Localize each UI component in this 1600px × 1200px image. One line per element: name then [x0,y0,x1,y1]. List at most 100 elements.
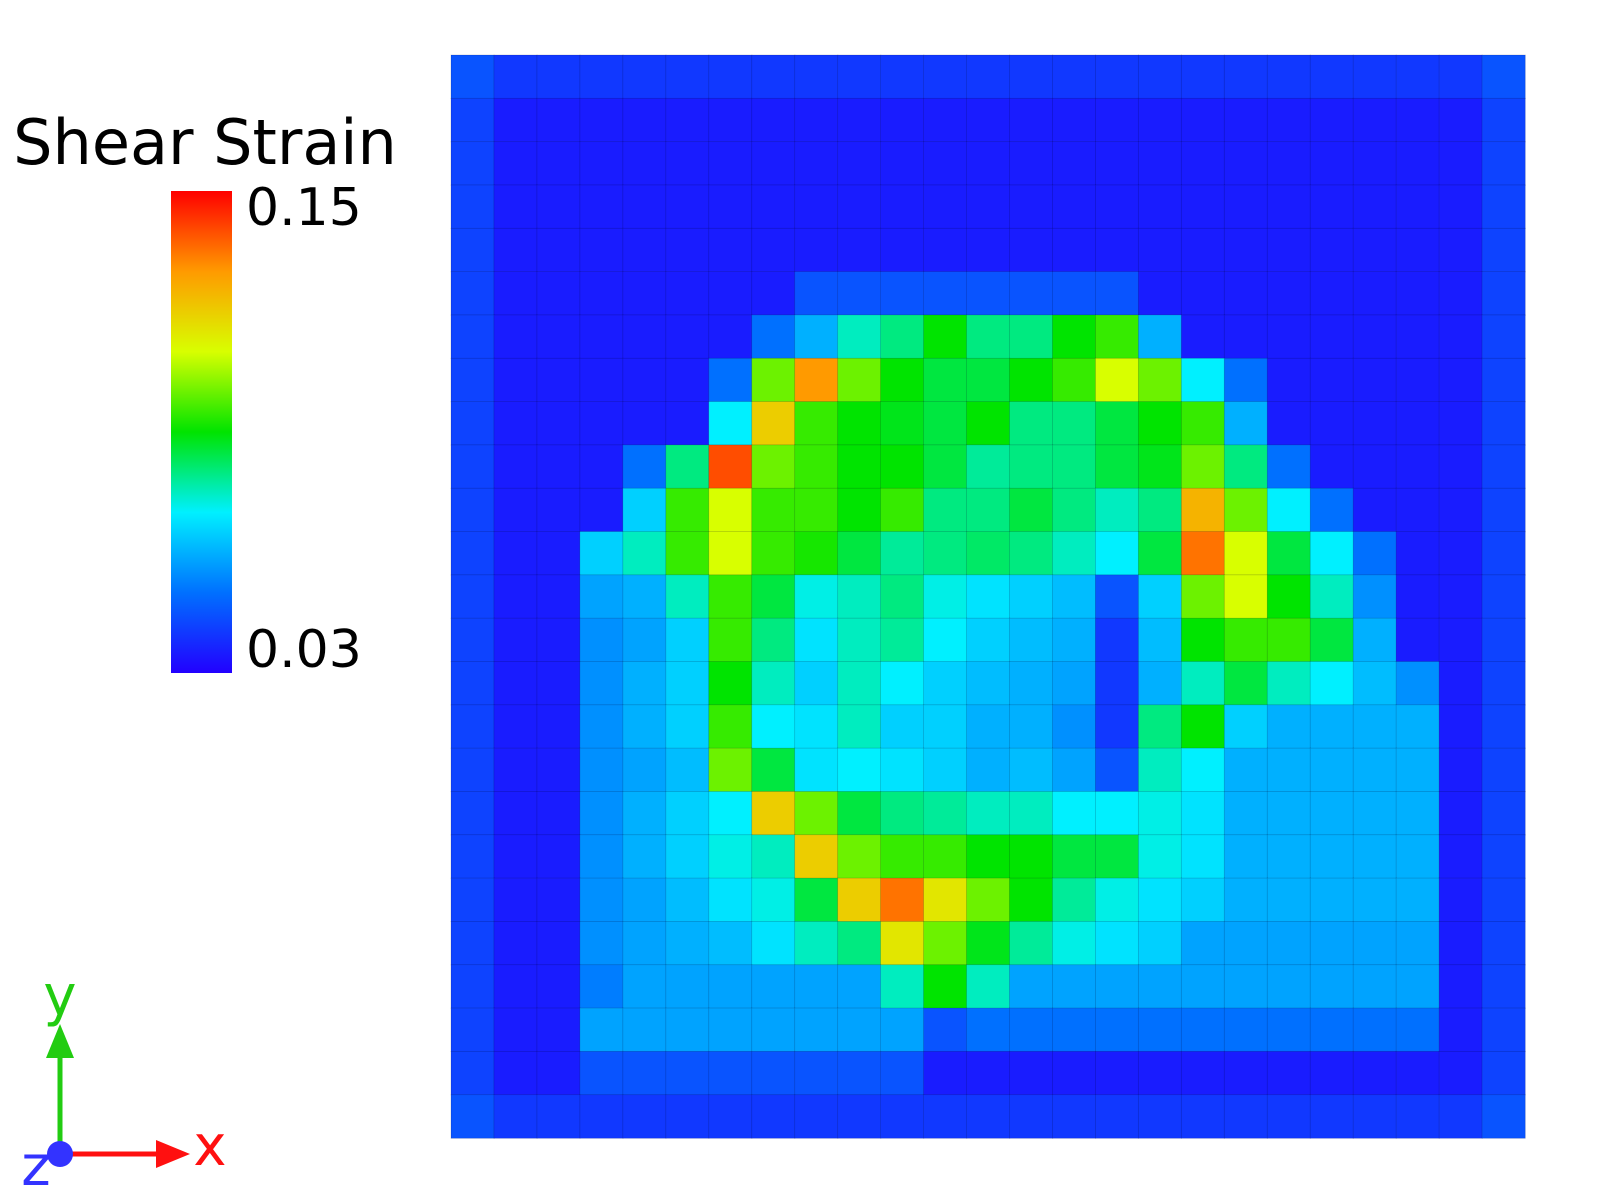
heatmap-cell [1438,704,1483,749]
heatmap-cell [794,661,839,706]
heatmap-cell [1395,401,1440,446]
triad-y-label: y [43,964,76,1029]
heatmap-cell [665,357,710,403]
heatmap-cell [837,1007,882,1053]
heatmap-cell [1137,271,1183,316]
heatmap-cell [708,1007,753,1053]
heatmap-cell [493,964,538,1009]
heatmap-cell [837,1050,882,1096]
heatmap-cell [665,791,710,836]
heatmap-cell [1352,921,1397,966]
heatmap-cell [622,1050,667,1096]
heatmap-cell [579,877,624,923]
heatmap-cell [880,704,925,749]
heatmap-cell [1481,97,1526,143]
heatmap-cell [1352,227,1397,273]
heatmap-cell [880,747,925,793]
heatmap-cell [923,97,968,143]
heatmap-cell [1438,54,1483,100]
heatmap-cell [1438,531,1483,576]
heatmap-cell [880,1050,925,1096]
heatmap-cell [923,877,968,923]
heatmap-cell [1438,1007,1483,1053]
heatmap-cell [536,661,581,706]
heatmap-cell [536,791,581,836]
heatmap-cell [1180,141,1225,186]
heatmap-cell [1137,747,1183,793]
heatmap-cell [579,617,624,663]
heatmap-cell [536,227,581,273]
heatmap-cell [450,1094,495,1139]
heatmap-cell [966,184,1011,229]
heatmap-cell [1137,531,1183,576]
heatmap-cell [1009,704,1054,749]
heatmap-cell [1438,314,1483,359]
heatmap-cell [1095,921,1140,966]
heatmap-cell [966,1050,1011,1096]
heatmap-cell [622,964,667,1009]
heatmap-cell [450,141,495,186]
heatmap-cell [880,877,925,923]
heatmap-cell [1266,54,1311,100]
heatmap-cell [1137,314,1183,359]
heatmap-cell [1137,487,1183,533]
heatmap-cell [708,747,753,793]
heatmap-cell [536,1007,581,1053]
heatmap-cell [1438,617,1483,663]
heatmap-cell [450,834,495,879]
heatmap-cell [622,1094,667,1139]
heatmap-cell [708,271,753,316]
heatmap-cell [966,661,1011,706]
heatmap-cell [1137,704,1183,749]
heatmap-cell [880,921,925,966]
heatmap-cell [1481,227,1526,273]
heatmap-cell [493,314,538,359]
heatmap-cell [794,444,839,489]
heatmap-cell [837,921,882,966]
heatmap-cell [1009,574,1054,619]
heatmap-cell [493,574,538,619]
heatmap-cell [1095,401,1140,446]
heatmap-cell [493,791,538,836]
heatmap-cell [493,487,538,533]
heatmap-cell [1052,921,1097,966]
heatmap-cell [1309,1094,1354,1139]
heatmap-cell [1352,54,1397,100]
heatmap-cell [1052,964,1097,1009]
heatmap-cell [1180,704,1225,749]
heatmap-cell [1352,401,1397,446]
heatmap-cell [1438,487,1483,533]
heatmap-cell [1095,1094,1140,1139]
heatmap-cell [1223,227,1268,273]
heatmap-cell [1481,314,1526,359]
heatmap-cell [1180,1050,1225,1096]
heatmap-cell [1137,1094,1183,1139]
heatmap-cell [1095,97,1140,143]
heatmap-cell [665,704,710,749]
heatmap-cell [1266,921,1311,966]
heatmap-cell [1137,964,1183,1009]
heatmap-cell [579,227,624,273]
heatmap-cell [837,271,882,316]
heatmap-cell [1095,141,1140,186]
heatmap-cell [1352,617,1397,663]
heatmap-cell [751,97,796,143]
heatmap-cell [1438,921,1483,966]
heatmap-cell [966,357,1011,403]
heatmap-cell [751,791,796,836]
heatmap-cell [1052,877,1097,923]
heatmap-cell [665,271,710,316]
heatmap-cell [450,574,495,619]
heatmap-cell [794,617,839,663]
heatmap-cell [1095,704,1140,749]
heatmap-cell [880,834,925,879]
heatmap-cell [1180,574,1225,619]
heatmap-cell [1052,227,1097,273]
heatmap-cell [450,1050,495,1096]
heatmap-cell [1180,747,1225,793]
heatmap-cell [708,1094,753,1139]
heatmap-cell [1095,227,1140,273]
heatmap-cell [622,921,667,966]
heatmap-cell [1352,574,1397,619]
heatmap-cell [536,964,581,1009]
